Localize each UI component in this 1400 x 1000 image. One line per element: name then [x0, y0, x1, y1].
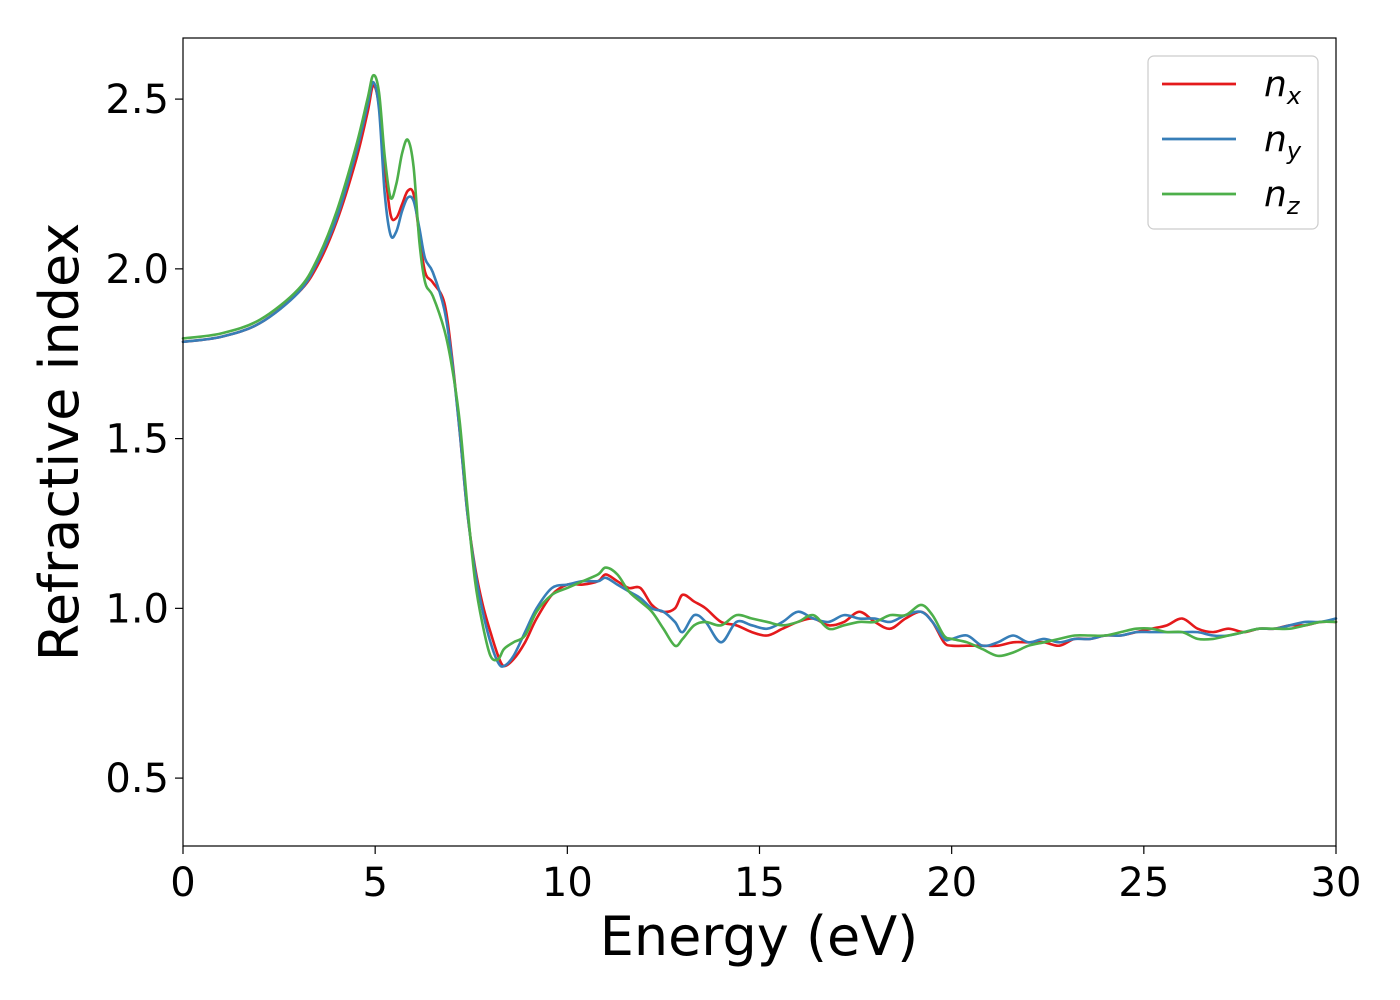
legend-label-x: nx	[1264, 64, 1302, 110]
series-layer	[181, 73, 1338, 668]
legend: nx ny nz	[1147, 55, 1319, 230]
y-tick-label: 0.5	[105, 756, 169, 802]
plot-area	[183, 38, 1336, 846]
x-tick-label: 10	[542, 860, 593, 906]
legend-label-y: ny	[1264, 119, 1302, 165]
x-tick-label: 25	[1118, 860, 1169, 906]
y-tick-label: 1.5	[105, 417, 169, 463]
x-tick-label: 5	[362, 860, 387, 906]
x-tick-label: 30	[1311, 860, 1362, 906]
y-tick-label: 2.0	[105, 247, 169, 293]
legend-frame	[1147, 55, 1319, 230]
series-line-y	[181, 80, 1338, 668]
x-tick-label: 15	[734, 860, 785, 906]
x-tick-label: 20	[926, 860, 977, 906]
x-tick-label: 0	[170, 860, 195, 906]
y-axis-label: Refractive index	[28, 223, 91, 662]
x-axis-ticks: 0 5 10 15 20 25 30	[170, 846, 1361, 906]
y-tick-label: 2.5	[105, 77, 169, 123]
y-tick-label: 1.0	[105, 586, 169, 632]
series-line-z	[181, 73, 1338, 662]
x-axis-label: Energy (eV)	[600, 905, 919, 968]
legend-label-z: nz	[1264, 174, 1301, 220]
y-axis-ticks: 0.5 1.0 1.5 2.0 2.5	[105, 77, 183, 802]
